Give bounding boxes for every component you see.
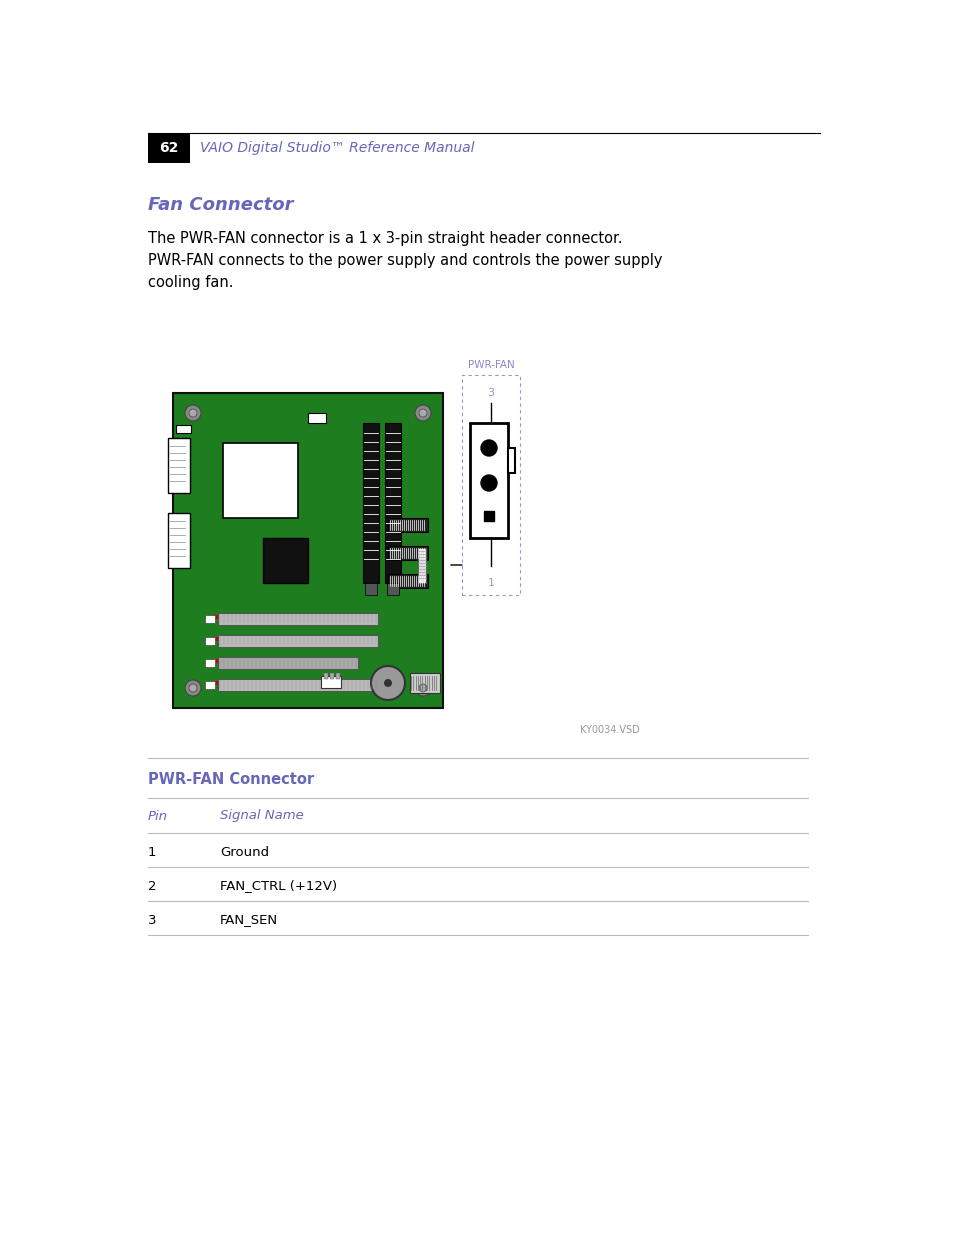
Bar bbox=[417, 548, 426, 583]
Text: VAIO Digital Studio™ Reference Manual: VAIO Digital Studio™ Reference Manual bbox=[200, 141, 474, 156]
Bar bbox=[213, 659, 218, 663]
Bar bbox=[223, 443, 297, 517]
Bar bbox=[205, 680, 214, 689]
Bar bbox=[218, 635, 377, 647]
Text: FAN_CTRL (+12V): FAN_CTRL (+12V) bbox=[220, 879, 336, 893]
Bar bbox=[172, 393, 442, 708]
Bar bbox=[470, 424, 507, 538]
Bar bbox=[168, 438, 190, 493]
Text: Ground: Ground bbox=[220, 846, 269, 858]
Text: KY0034.VSD: KY0034.VSD bbox=[579, 725, 639, 735]
Bar bbox=[387, 583, 398, 595]
Text: PWR-FAN connects to the power supply and controls the power supply: PWR-FAN connects to the power supply and… bbox=[148, 252, 661, 268]
Bar bbox=[218, 679, 377, 692]
Circle shape bbox=[415, 405, 431, 421]
Bar bbox=[388, 517, 428, 532]
Circle shape bbox=[371, 666, 405, 700]
Bar bbox=[483, 511, 494, 521]
Bar bbox=[205, 659, 214, 667]
Bar bbox=[148, 133, 190, 163]
Text: FAN_SEN: FAN_SEN bbox=[220, 914, 278, 926]
Text: 62: 62 bbox=[159, 141, 178, 156]
Circle shape bbox=[185, 680, 201, 697]
Circle shape bbox=[418, 684, 427, 692]
Text: Signal Name: Signal Name bbox=[220, 809, 303, 823]
Bar bbox=[388, 546, 428, 559]
Text: 2: 2 bbox=[148, 879, 156, 893]
Bar bbox=[218, 613, 377, 625]
Text: 1: 1 bbox=[148, 846, 156, 858]
Bar bbox=[308, 412, 326, 424]
Bar bbox=[507, 448, 515, 473]
Text: cooling fan.: cooling fan. bbox=[148, 274, 233, 289]
Bar bbox=[168, 513, 190, 568]
Text: Pin: Pin bbox=[148, 809, 168, 823]
Bar bbox=[388, 574, 428, 588]
Bar bbox=[175, 425, 191, 433]
Circle shape bbox=[480, 475, 497, 492]
Bar bbox=[324, 673, 328, 679]
Text: 1: 1 bbox=[487, 578, 494, 588]
Bar bbox=[385, 424, 400, 583]
Text: PWR-FAN: PWR-FAN bbox=[467, 359, 514, 370]
Bar bbox=[363, 424, 378, 583]
Bar bbox=[213, 637, 218, 641]
Bar bbox=[205, 637, 214, 645]
Bar bbox=[335, 673, 339, 679]
Circle shape bbox=[189, 684, 196, 692]
Bar bbox=[410, 673, 439, 693]
Text: Fan Connector: Fan Connector bbox=[148, 196, 294, 214]
Circle shape bbox=[189, 409, 196, 417]
Text: 3: 3 bbox=[148, 914, 156, 926]
Circle shape bbox=[384, 679, 392, 687]
Bar bbox=[365, 583, 376, 595]
Circle shape bbox=[185, 405, 201, 421]
Bar bbox=[461, 375, 519, 595]
Bar bbox=[320, 676, 340, 688]
Bar bbox=[218, 657, 357, 669]
Circle shape bbox=[415, 680, 431, 697]
Bar bbox=[263, 538, 308, 583]
Bar bbox=[213, 680, 218, 685]
Text: 3: 3 bbox=[487, 388, 494, 398]
Text: PWR-FAN Connector: PWR-FAN Connector bbox=[148, 773, 314, 788]
Circle shape bbox=[480, 440, 497, 456]
Bar bbox=[205, 615, 214, 622]
Bar bbox=[330, 673, 334, 679]
Bar bbox=[213, 615, 218, 619]
Text: The PWR-FAN connector is a 1 x 3-pin straight header connector.: The PWR-FAN connector is a 1 x 3-pin str… bbox=[148, 231, 622, 246]
Circle shape bbox=[418, 409, 427, 417]
